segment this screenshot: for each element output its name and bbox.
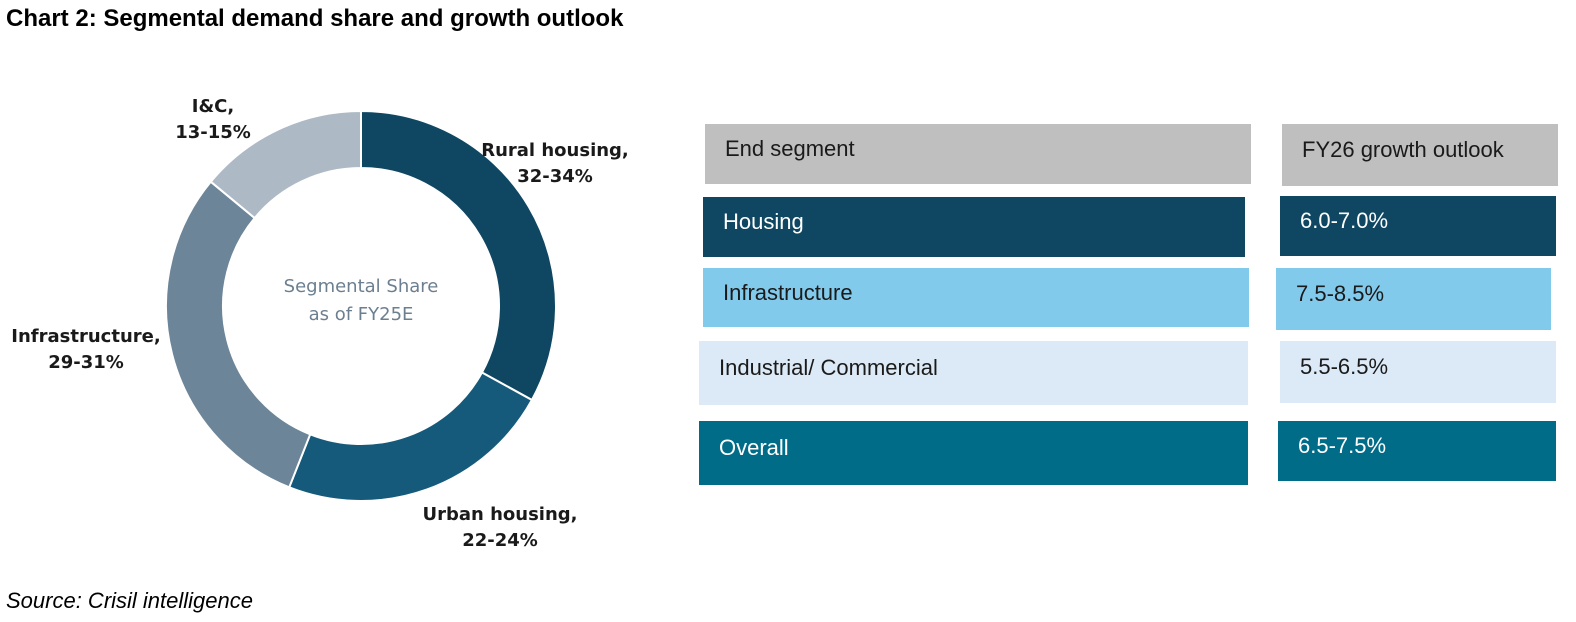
source-note: Source: Crisil intelligence bbox=[6, 588, 253, 613]
table-row-outlook-overall: 6.5-7.5% bbox=[1278, 421, 1556, 481]
slice-label-rural-housing-32-34: Rural housing, 32-34% bbox=[481, 140, 629, 187]
donut-slice-infrastructure-29-31 bbox=[165, 180, 312, 489]
table-header-segment: End segment bbox=[705, 124, 1251, 184]
donut-slice-urban-housing-22-24 bbox=[287, 371, 534, 502]
chart-title: Chart 2: Segmental demand share and grow… bbox=[6, 5, 624, 32]
donut-chart: Rural housing, 32-34% Urban housing, 22-24%… bbox=[11, 96, 629, 551]
table-row-segment-overall: Overall bbox=[699, 421, 1248, 485]
table-row-segment-housing: Housing bbox=[703, 197, 1245, 257]
slice-label-i-c-13-15: I&C, 13-15% bbox=[175, 96, 251, 143]
slice-label-urban-housing-22-24: Urban housing, 22-24% bbox=[422, 504, 577, 551]
table-row-outlook-housing: 6.0-7.0% bbox=[1280, 196, 1556, 256]
donut-slice-rural-housing-32-34 bbox=[360, 109, 557, 402]
table-row-outlook-infrastructure: 7.5-8.5% bbox=[1276, 268, 1551, 330]
table-row-segment-industrial-commercial: Industrial/ Commercial bbox=[699, 341, 1248, 405]
slice-label-infrastructure-29-31: Infrastructure, 29-31% bbox=[11, 326, 160, 373]
table-row-outlook-industrial-commercial: 5.5-6.5% bbox=[1280, 341, 1556, 403]
donut-center-label: Segmental Share as of FY25E bbox=[284, 276, 439, 325]
table-header-outlook: FY26 growth outlook bbox=[1282, 124, 1558, 186]
donut-slice-i-c-13-15 bbox=[209, 109, 362, 220]
table-row-segment-infrastructure: Infrastructure bbox=[703, 268, 1249, 327]
